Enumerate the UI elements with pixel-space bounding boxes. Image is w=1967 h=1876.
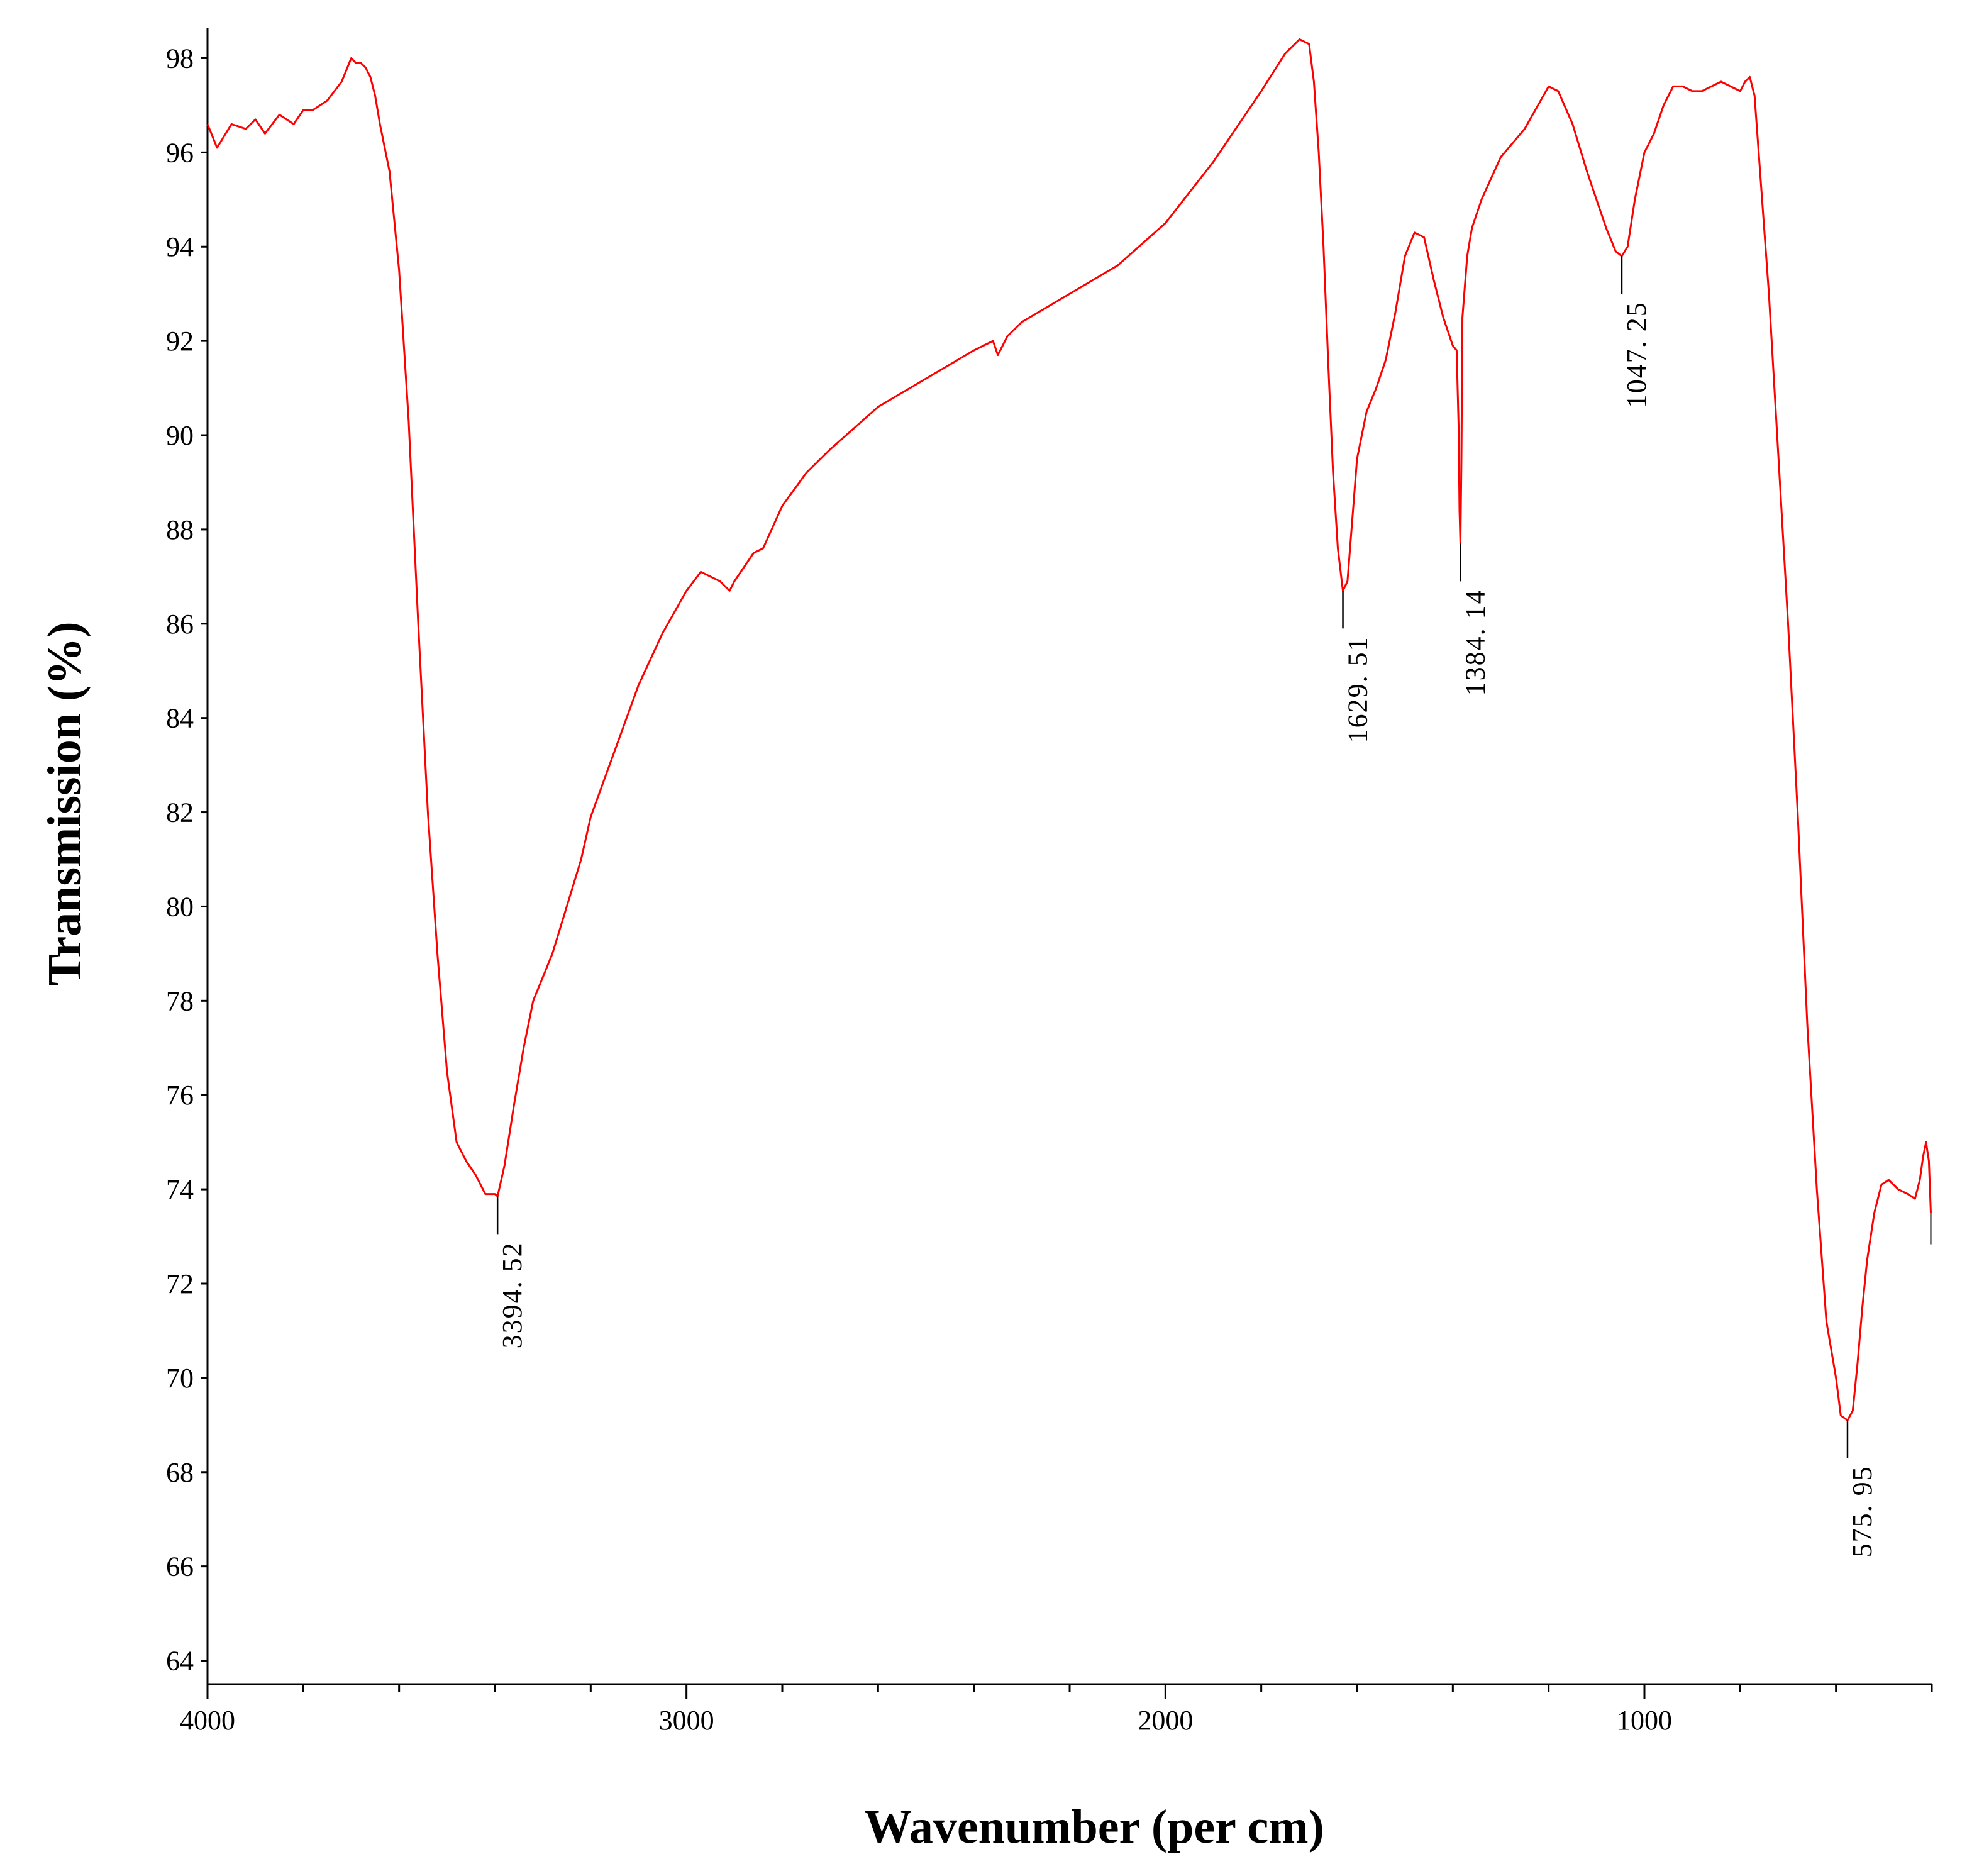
y-tick-label: 66 [166,1551,194,1582]
y-tick-label: 98 [166,43,194,74]
y-tick-label: 68 [166,1457,194,1488]
y-tick-label: 82 [166,797,194,828]
peak-label: 1047. 25 [1621,301,1652,408]
y-tick-label: 86 [166,609,194,640]
x-tick-label: 4000 [180,1705,235,1736]
y-tick-label: 72 [166,1268,194,1299]
peak-annotations: 3394. 52 1629. 51 1384. 14 1047. 25 575. 95 [496,256,1878,1557]
series-layer [206,38,1932,1421]
peak-label: 1629. 51 [1343,636,1373,743]
y-tick-label: 96 [166,137,194,168]
y-tick-label: 84 [166,703,194,734]
y-tick-label: 80 [166,891,194,922]
y-tick-label: 64 [166,1646,194,1677]
axes: 64 66 68 70 72 74 76 78 80 82 84 86 88 90 92 94 96 98 4000… [166,28,1933,1736]
y-tick-label: 94 [166,231,194,262]
y-axis-title: Transmission (%) [38,621,91,985]
y-tick-label: 74 [166,1174,194,1205]
peak-label: 1384. 14 [1460,589,1490,696]
x-axis-title: Wavenumber (per cm) [864,1801,1324,1853]
y-tick-label: 70 [166,1363,194,1394]
y-tick-label: 92 [166,326,194,357]
y-tick-label: 88 [166,514,194,545]
x-tick-label: 2000 [1138,1705,1193,1736]
x-tick-label: 1000 [1617,1705,1672,1736]
peak-label: 575. 95 [1847,1465,1878,1557]
peak-label: 3394. 52 [497,1241,528,1348]
y-tick-label: 90 [166,420,194,451]
y-tick-label: 78 [166,985,194,1016]
x-tick-label: 3000 [659,1705,714,1736]
spectrum-line [206,38,1932,1421]
y-tick-label: 76 [166,1080,194,1111]
